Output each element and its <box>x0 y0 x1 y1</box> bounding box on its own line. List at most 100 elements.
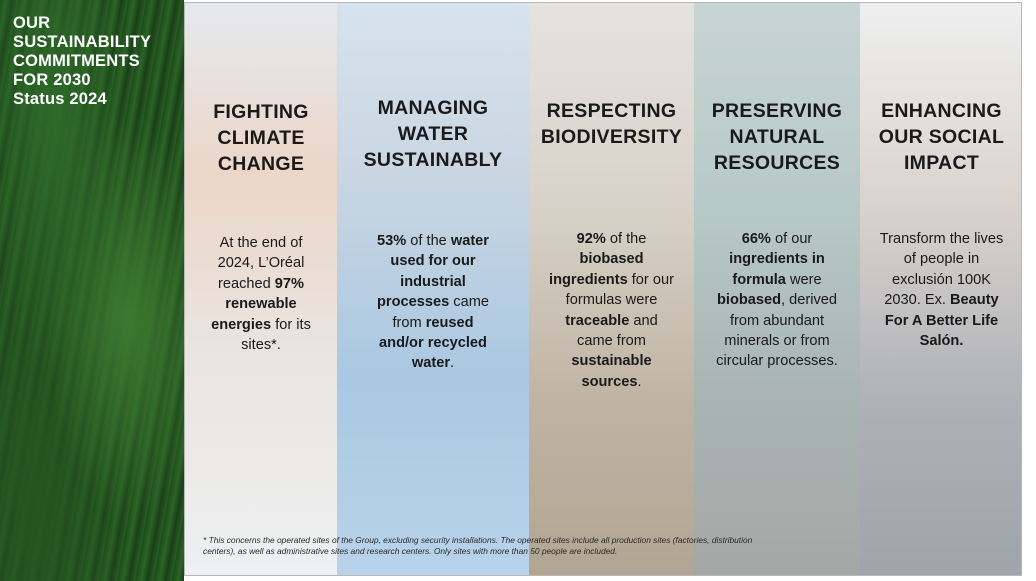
column-body-line: and/or recycled <box>345 333 521 353</box>
column-social-impact: ENHANCING OUR SOCIAL IMPACT Transform the … <box>860 3 1021 575</box>
body-text: from <box>392 314 426 331</box>
body-text: from abundant <box>729 312 825 329</box>
body-text: reached <box>217 275 275 292</box>
column-heading: ENHANCING OUR SOCIAL IMPACT <box>860 98 1021 176</box>
sidebar-title-line: FOR 2030 <box>13 71 91 89</box>
highlight-text: processes <box>377 294 450 311</box>
column-heading-line: OUR SOCIAL <box>878 126 1005 148</box>
highlight-text: reused <box>425 314 474 331</box>
body-text: were <box>785 271 822 288</box>
body-text: for our <box>627 271 674 288</box>
column-resources: PRESERVING NATURAL RESOURCES 66% of our ing… <box>694 3 860 575</box>
column-body-line: 2030. Ex. Beauty <box>868 290 1015 310</box>
column-body-line: from abundant <box>702 311 852 331</box>
body-text: formulas were <box>565 292 658 309</box>
footnote-line: * This concerns the operated sites of th… <box>203 535 753 545</box>
highlight-text: traceable <box>565 312 630 329</box>
column-body-line: For A Better Life <box>868 311 1015 331</box>
body-text: of our <box>770 231 813 247</box>
body-text: exclusión 100K <box>892 271 991 288</box>
column-body-line: ingredients for our <box>537 270 686 290</box>
column-body-line: minerals or from <box>702 331 852 351</box>
column-body: 53% of the water used for our industrial pr… <box>345 231 521 374</box>
body-text: of people in <box>903 251 980 268</box>
column-background-photo <box>337 3 529 575</box>
column-heading-line: RESOURCES <box>713 152 841 174</box>
column-body-line: sources. <box>537 372 686 392</box>
highlight-text: Beauty <box>950 292 999 309</box>
column-heading-line: RESPECTING <box>546 100 677 122</box>
highlight-text: and/or recycled <box>379 335 487 352</box>
column-body-line: came from <box>537 331 686 351</box>
footnote: * This concerns the operated sites of th… <box>203 535 1003 557</box>
column-body-line: formula were <box>702 270 852 290</box>
column-body-line: industrial <box>345 272 521 292</box>
column-body: 66% of our ingredients in formula were biob… <box>702 229 852 372</box>
sidebar-title-line: SUSTAINABILITY <box>13 33 152 51</box>
body-text: 2024, L’Oréal <box>217 255 305 272</box>
body-text: minerals or from <box>724 333 830 350</box>
highlight-text: water <box>411 355 451 372</box>
column-body-line: of people in <box>868 249 1015 269</box>
column-background-photo <box>694 3 860 575</box>
column-body-line: exclusión 100K <box>868 270 1015 290</box>
column-heading-line: BIODIVERSITY <box>540 126 683 148</box>
column-background-photo <box>529 3 694 575</box>
body-text: of the <box>605 231 647 247</box>
column-heading: MANAGING WATER SUSTAINABLY <box>337 95 529 173</box>
highlight-text: 66% <box>741 231 771 247</box>
highlight-text: Salón. <box>919 333 964 350</box>
body-text: . <box>450 355 455 372</box>
column-body-line: 92% of the <box>537 229 686 249</box>
body-text: , derived <box>781 292 838 309</box>
body-text: Transform the lives <box>879 231 1004 247</box>
column-body-line: 2024, L’Oréal <box>193 253 329 273</box>
column-background-photo <box>185 3 337 575</box>
body-text: circular processes. <box>716 353 838 370</box>
column-body-line: sites*. <box>193 335 329 355</box>
highlight-text: industrial <box>400 273 466 290</box>
column-body-line: used for our <box>345 251 521 271</box>
body-text: and <box>629 312 658 329</box>
column-body-line: formulas were <box>537 290 686 310</box>
column-body-line: 66% of our <box>702 229 852 249</box>
column-body-line: renewable <box>193 294 329 314</box>
highlight-text: biobased <box>716 292 782 309</box>
column-body-line: traceable and <box>537 311 686 331</box>
highlight-text: ingredients in <box>729 251 825 268</box>
column-body: At the end of 2024, L’Oréal reached 97% ren… <box>193 233 329 355</box>
column-body: Transform the lives of people in exclusión… <box>868 229 1015 351</box>
body-text: At the end of <box>219 235 303 251</box>
body-text: sites*. <box>241 337 281 354</box>
column-body-line: biobased <box>537 249 686 269</box>
sidebar-title-line: OUR <box>13 14 51 32</box>
body-text: for its <box>271 316 311 333</box>
body-text: came <box>449 294 489 311</box>
column-heading-line: MANAGING <box>377 97 489 119</box>
column-heading-line: PRESERVING <box>711 100 843 122</box>
highlight-text: used for our <box>390 253 476 270</box>
body-text: came from <box>577 333 646 350</box>
highlight-text: 97% <box>274 275 304 292</box>
column-background-photo <box>860 3 1021 575</box>
column-body-line: ingredients in <box>702 249 852 269</box>
column-body-line: energies for its <box>193 315 329 335</box>
highlight-text: For A Better Life <box>884 312 999 329</box>
column-body-line: At the end of <box>193 233 329 253</box>
body-text: of the <box>406 233 451 249</box>
column-body-line: biobased, derived <box>702 290 852 310</box>
column-biodiversity: RESPECTING BIODIVERSITY 92% of the biobase… <box>529 3 694 575</box>
column-body-line: processes came <box>345 292 521 312</box>
column-heading-line: WATER <box>397 123 469 145</box>
body-text: . <box>637 373 642 390</box>
highlight-text: 92% <box>576 231 606 247</box>
highlight-text: sustainable <box>571 353 652 370</box>
highlight-text: sources <box>581 373 638 390</box>
forest-side-panel: OUR SUSTAINABILITY COMMITMENTS FOR 2030 … <box>0 0 184 581</box>
highlight-text: biobased <box>579 251 644 268</box>
column-body-line: Salón. <box>868 331 1015 351</box>
column-heading: PRESERVING NATURAL RESOURCES <box>694 98 860 176</box>
column-body-line: 53% of the water <box>345 231 521 251</box>
sidebar-title-line: Status 2024 <box>13 90 107 108</box>
column-heading-line: CHANGE <box>217 153 305 175</box>
